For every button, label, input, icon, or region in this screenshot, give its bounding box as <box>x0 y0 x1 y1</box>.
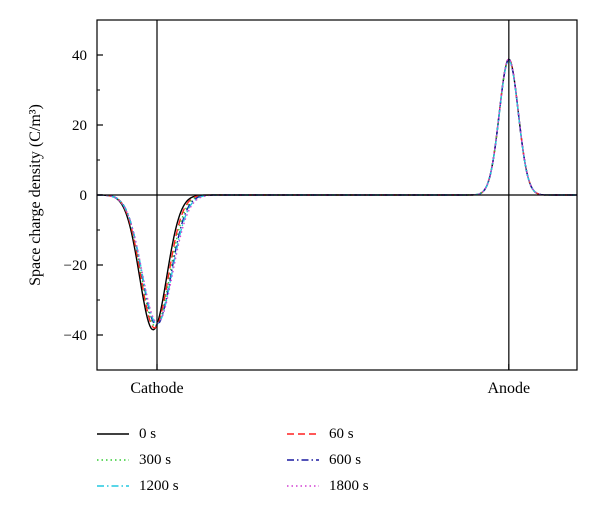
legend-label: 1800 s <box>329 477 369 494</box>
legend-item: 600 s <box>285 450 361 470</box>
x-axis-ticks <box>156 364 510 370</box>
series-line <box>96 59 577 325</box>
legend-swatch <box>97 433 129 435</box>
y-tick-label: 0 <box>80 188 88 204</box>
legend-label: 600 s <box>329 451 362 468</box>
y-tick-label: 40 <box>72 48 87 64</box>
legend-label: 0 s <box>139 425 157 442</box>
legend-swatch <box>287 433 319 435</box>
legend-swatch <box>97 485 129 487</box>
legend-item: 1200 s <box>95 476 179 496</box>
y-tick-label: 20 <box>72 118 87 134</box>
legend-swatch <box>287 485 319 487</box>
y-tick-label: −40 <box>64 328 87 344</box>
legend-item: 60 s <box>285 424 354 444</box>
legend-label: 300 s <box>139 451 172 468</box>
y-axis-label: Space charge density (C/m³) <box>27 104 44 286</box>
legend-item: 0 s <box>95 424 156 444</box>
legend-swatch <box>287 459 319 461</box>
legend-label: 60 s <box>329 425 354 442</box>
x-annotation-anode: Anode <box>488 380 531 397</box>
legend-item: 1800 s <box>285 476 369 496</box>
legend-label: 1200 s <box>139 477 179 494</box>
y-axis-ticks: −40 −20 0 20 40 <box>64 19 103 371</box>
y-tick-label: −20 <box>64 258 87 274</box>
legend: 0 s 60 s 300 s 600 s 1200 s 1800 s <box>95 424 455 500</box>
series-line <box>96 58 577 326</box>
legend-item: 300 s <box>95 450 171 470</box>
legend-swatch <box>97 459 129 461</box>
x-annotation-cathode: Cathode <box>130 380 183 397</box>
